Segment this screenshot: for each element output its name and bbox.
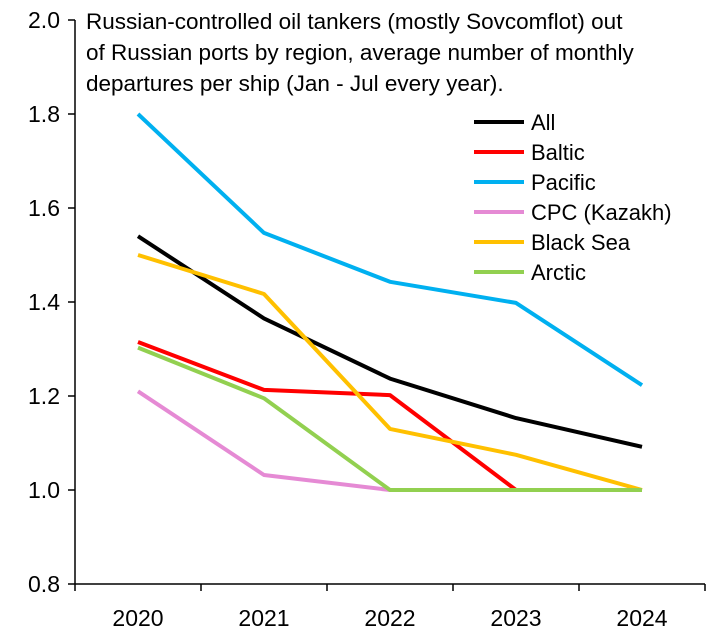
x-tick-label: 2022 — [364, 605, 415, 631]
x-tick-label: 2023 — [490, 605, 541, 631]
y-tick-label: 1.0 — [28, 477, 60, 503]
chart-title-line-3: departures per ship (Jan - Jul every yea… — [86, 71, 504, 96]
series-line-cpc-kazakh — [136, 389, 642, 492]
chart-title-line-1: Russian-controlled oil tankers (mostly S… — [86, 9, 623, 34]
chart-title: Russian-controlled oil tankers (mostly S… — [86, 9, 638, 96]
x-ticks: 2020 2021 2022 2023 2024 — [74, 584, 706, 631]
series-line-all — [136, 234, 643, 449]
series-lines — [136, 112, 644, 492]
legend-label-all: All — [531, 110, 555, 135]
legend-label-cpc-kazakh: CPC (Kazakh) — [531, 200, 672, 225]
y-tick-label: 1.6 — [28, 195, 60, 221]
legend: All Baltic Pacific CPC (Kazakh) Black Sea Arc… — [474, 110, 672, 285]
y-tick-label: 1.8 — [28, 101, 60, 127]
x-tick-label: 2024 — [616, 605, 667, 631]
series-line-arctic — [137, 345, 642, 492]
legend-label-arctic: Arctic — [531, 260, 586, 285]
y-tick-label: 0.8 — [28, 571, 60, 597]
x-tick-label: 2021 — [238, 605, 289, 631]
axes — [74, 20, 705, 585]
legend-label-pacific: Pacific — [531, 170, 596, 195]
legend-label-baltic: Baltic — [531, 140, 585, 165]
series-line-pacific — [136, 112, 644, 387]
series-line-black-sea — [137, 253, 643, 492]
y-tick-label: 1.4 — [28, 289, 60, 315]
y-tick-label: 2.0 — [28, 7, 60, 33]
chart-title-line-2: of Russian ports by region, average numb… — [86, 40, 635, 65]
y-ticks: 0.8 1.0 1.2 1.4 1.6 1.8 2.0 — [28, 7, 75, 597]
legend-label-black-sea: Black Sea — [531, 230, 631, 255]
y-tick-label: 1.2 — [28, 383, 60, 409]
x-tick-label: 2020 — [112, 605, 163, 631]
